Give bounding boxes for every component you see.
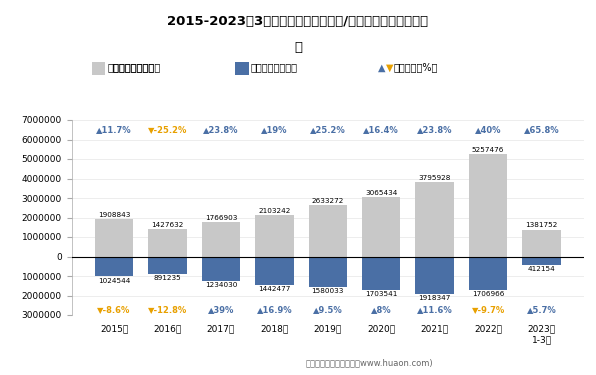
Text: ▼-12.8%: ▼-12.8%: [148, 304, 187, 313]
Text: ▲8%: ▲8%: [371, 304, 392, 313]
Text: ▲65.8%: ▲65.8%: [524, 125, 560, 134]
Text: ▲19%: ▲19%: [261, 125, 288, 134]
Bar: [92, 62, 105, 75]
Text: 进口额（万美元）: 进口额（万美元）: [250, 63, 297, 72]
Text: ▼-9.7%: ▼-9.7%: [471, 304, 505, 313]
Bar: [522, 230, 561, 256]
Bar: [201, 256, 240, 280]
Text: ▲11.6%: ▲11.6%: [417, 304, 452, 313]
Bar: [148, 229, 187, 256]
Text: 计: 计: [294, 41, 302, 54]
Text: ▲39%: ▲39%: [208, 304, 234, 313]
Text: 1427632: 1427632: [151, 222, 184, 228]
Text: ▲16.9%: ▲16.9%: [256, 304, 292, 313]
Text: 1580033: 1580033: [312, 288, 344, 294]
Bar: [255, 216, 294, 256]
Bar: [95, 256, 134, 276]
Bar: [201, 222, 240, 256]
Text: ▲16.4%: ▲16.4%: [364, 125, 399, 134]
Bar: [148, 256, 187, 274]
Text: 出口额（万美元）: 出口额（万美元）: [107, 63, 160, 72]
Text: 1381752: 1381752: [525, 222, 558, 228]
Bar: [522, 256, 561, 264]
Bar: [255, 256, 294, 285]
Text: ▲23.8%: ▲23.8%: [417, 125, 452, 134]
Text: 1703541: 1703541: [365, 291, 398, 297]
Bar: [362, 197, 401, 256]
Text: 同比增长（%）: 同比增长（%）: [394, 63, 438, 72]
Bar: [235, 62, 249, 75]
Text: 2633272: 2633272: [312, 198, 344, 204]
Text: ▼-25.2%: ▼-25.2%: [148, 125, 187, 134]
Text: ▲11.7%: ▲11.7%: [96, 125, 132, 134]
Text: 412154: 412154: [527, 266, 555, 272]
Text: ▲25.2%: ▲25.2%: [310, 125, 346, 134]
Text: 1908843: 1908843: [98, 212, 131, 218]
Bar: [469, 154, 507, 256]
Text: ▲9.5%: ▲9.5%: [313, 304, 343, 313]
Text: 3065434: 3065434: [365, 190, 398, 196]
Text: 制图：华经产业研究院（www.huaon.com): 制图：华经产业研究院（www.huaon.com): [306, 358, 433, 368]
Text: 1766903: 1766903: [205, 215, 237, 221]
Text: 出口额（万美元）: 出口额（万美元）: [107, 63, 154, 72]
Text: 3795928: 3795928: [418, 176, 451, 181]
Text: 2103242: 2103242: [258, 209, 291, 214]
Text: ▲: ▲: [378, 63, 386, 72]
Bar: [415, 183, 454, 256]
Text: 5257476: 5257476: [472, 147, 504, 153]
Bar: [415, 256, 454, 294]
Text: ▼: ▼: [386, 63, 394, 72]
Text: 1442477: 1442477: [258, 286, 291, 292]
Bar: [95, 219, 134, 257]
Text: ▲5.7%: ▲5.7%: [527, 304, 557, 313]
Text: 891235: 891235: [154, 275, 181, 281]
Text: 2015-2023年3月湖南省（境内目的地/货源地）进、出口额统: 2015-2023年3月湖南省（境内目的地/货源地）进、出口额统: [167, 15, 429, 28]
Bar: [309, 205, 347, 257]
Bar: [362, 256, 401, 290]
Bar: [309, 256, 347, 287]
Text: 1234030: 1234030: [205, 282, 237, 288]
Bar: [469, 256, 507, 290]
Text: ▲40%: ▲40%: [475, 125, 501, 134]
Text: ▼-8.6%: ▼-8.6%: [97, 304, 131, 313]
Text: 1024544: 1024544: [98, 278, 131, 284]
Text: 1706966: 1706966: [472, 291, 504, 297]
Text: 1918347: 1918347: [418, 295, 451, 301]
Text: ▲23.8%: ▲23.8%: [203, 125, 238, 134]
